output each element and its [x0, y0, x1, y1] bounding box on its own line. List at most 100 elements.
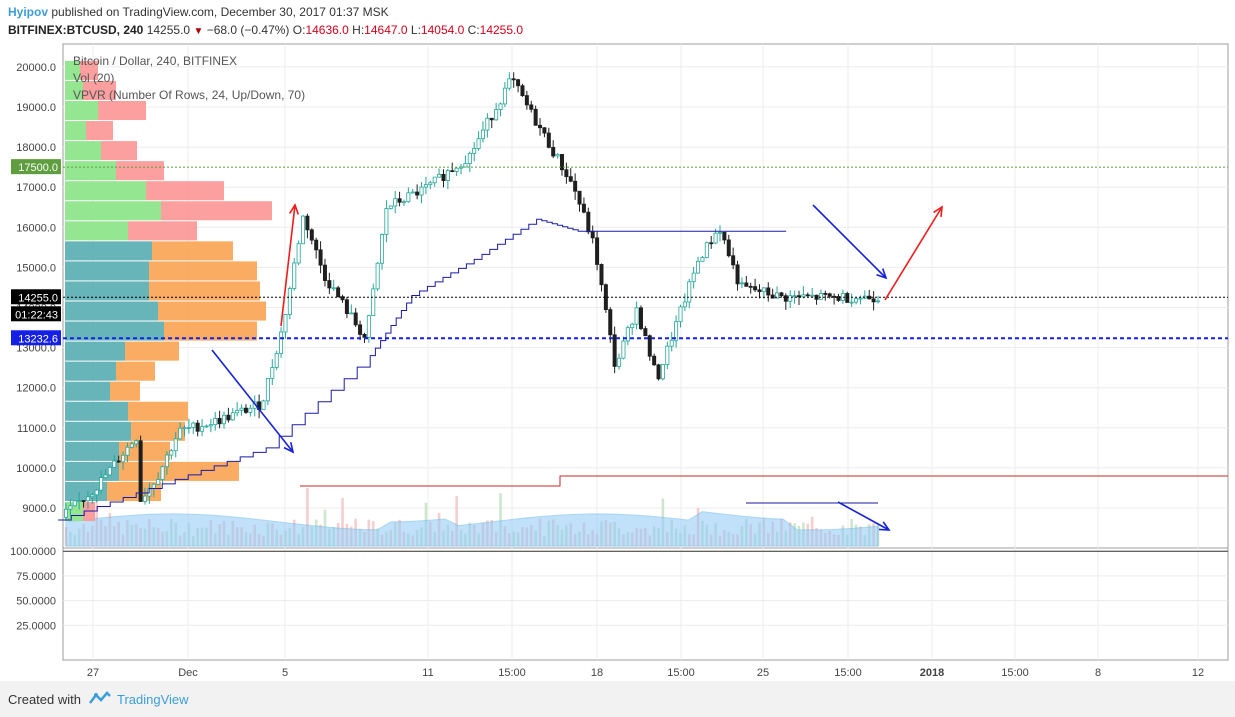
candle-down: [336, 287, 341, 298]
candle-up: [143, 495, 148, 502]
candle-down: [520, 85, 525, 96]
candle-up: [366, 315, 371, 338]
candle-up: [384, 208, 389, 235]
vpvr-up-bar: [65, 241, 152, 261]
down-arrow-icon: ▼: [193, 26, 204, 37]
vpvr-down-bar: [158, 301, 266, 321]
oscillator-tick-label: 50.0000: [16, 596, 56, 608]
candle-up: [410, 191, 415, 194]
red-arrow-up-head: [288, 203, 300, 215]
candle-down: [827, 293, 832, 297]
candle-up: [204, 425, 209, 428]
candle-down: [546, 132, 551, 148]
candle-up: [704, 242, 709, 258]
candle-up: [700, 257, 705, 262]
candle-down: [353, 312, 358, 326]
candle-up: [739, 282, 744, 285]
candle-down: [647, 335, 652, 357]
candle-down: [226, 414, 231, 421]
candle-up: [669, 339, 674, 347]
price-tick-label: 11000.0: [17, 423, 56, 435]
candle-up: [660, 364, 665, 380]
legend-vpvr: VPVR (Number Of Rows, 24, Up/Down, 70): [73, 88, 305, 102]
last-price: 14255.0: [146, 23, 191, 37]
candle-up: [476, 138, 481, 149]
price-tick-label: 17000.0: [16, 182, 56, 194]
time-tick-label: 27: [87, 667, 99, 679]
candle-up: [849, 301, 854, 304]
candle-up: [129, 443, 134, 448]
candle-up: [555, 154, 560, 157]
candle-down: [81, 500, 86, 503]
candle-up: [696, 260, 701, 274]
vpvr-down-bar: [110, 381, 140, 401]
vpvr-down-bar: [116, 161, 164, 181]
candle-up: [248, 407, 253, 413]
blue-arrow-down-head: [878, 521, 891, 531]
vpvr-up-bar: [65, 121, 86, 141]
candle-up: [270, 367, 275, 379]
candle-up: [818, 292, 823, 300]
close-value: 14255.0: [479, 23, 524, 37]
candle-up: [213, 417, 218, 426]
candle-up: [437, 173, 442, 178]
vpvr-down-bar: [116, 361, 155, 381]
candle-up: [265, 377, 270, 402]
candle-up: [173, 438, 178, 452]
vpvr-down-bar: [149, 261, 257, 281]
oscillator-tick-label: 100.0000: [10, 546, 56, 558]
candle-down: [590, 231, 595, 239]
candle-down: [805, 294, 810, 297]
candle-up: [292, 262, 297, 289]
vpvr-up-bar: [65, 261, 149, 281]
vpvr-down-bar: [98, 100, 146, 121]
candle-down: [309, 229, 314, 241]
candle-up: [160, 466, 165, 480]
candle-down: [577, 190, 582, 205]
price-candles: [64, 72, 881, 521]
time-tick-label: 15:00: [834, 667, 862, 679]
candle-down: [845, 293, 850, 303]
volume-bar: [341, 497, 344, 546]
candle-up: [208, 424, 213, 427]
vpvr-up-bar: [65, 141, 101, 161]
time-tick-label: 18: [591, 667, 603, 679]
candle-down: [753, 286, 758, 291]
time-tick-label: 25: [757, 667, 769, 679]
vpvr-down-bar: [152, 241, 233, 261]
candle-down: [757, 289, 762, 293]
price-tick-label: 16000.0: [16, 222, 56, 234]
chart-area[interactable]: 9000.010000.011000.012000.013000.014000.…: [0, 0, 1235, 681]
candle-up: [854, 298, 859, 303]
candle-up: [682, 301, 687, 308]
time-tick-label: 15:00: [667, 667, 695, 679]
candle-down: [836, 296, 841, 301]
candle-down: [779, 292, 784, 297]
candle-up: [156, 479, 161, 485]
published-text: published on TradingView.com, December 3…: [51, 5, 389, 19]
candle-up: [634, 307, 639, 325]
candle-up: [498, 103, 503, 110]
candle-up: [186, 427, 191, 429]
candle-down: [823, 292, 828, 295]
candle-down: [441, 173, 446, 181]
candle-down: [138, 440, 143, 502]
candle-down: [340, 296, 345, 301]
vpvr-up-bar: [65, 201, 161, 221]
candle-up: [472, 148, 477, 154]
vpvr-down-bar: [101, 141, 137, 161]
axes: 9000.010000.011000.012000.013000.014000.…: [10, 62, 1204, 679]
low-label: L:: [410, 23, 421, 37]
author-name[interactable]: Hyipov: [8, 5, 49, 19]
candle-up: [810, 294, 815, 297]
candle-up: [191, 422, 196, 428]
candle-up: [90, 494, 95, 498]
candle-up: [77, 500, 82, 503]
candle-up: [691, 272, 696, 283]
candle-down: [744, 282, 749, 287]
blue-arrow-down: [812, 204, 887, 279]
footer-brand-link[interactable]: TradingView: [117, 692, 189, 707]
candle-down: [243, 407, 248, 413]
candle-up: [678, 306, 683, 323]
candle-down: [533, 108, 538, 126]
